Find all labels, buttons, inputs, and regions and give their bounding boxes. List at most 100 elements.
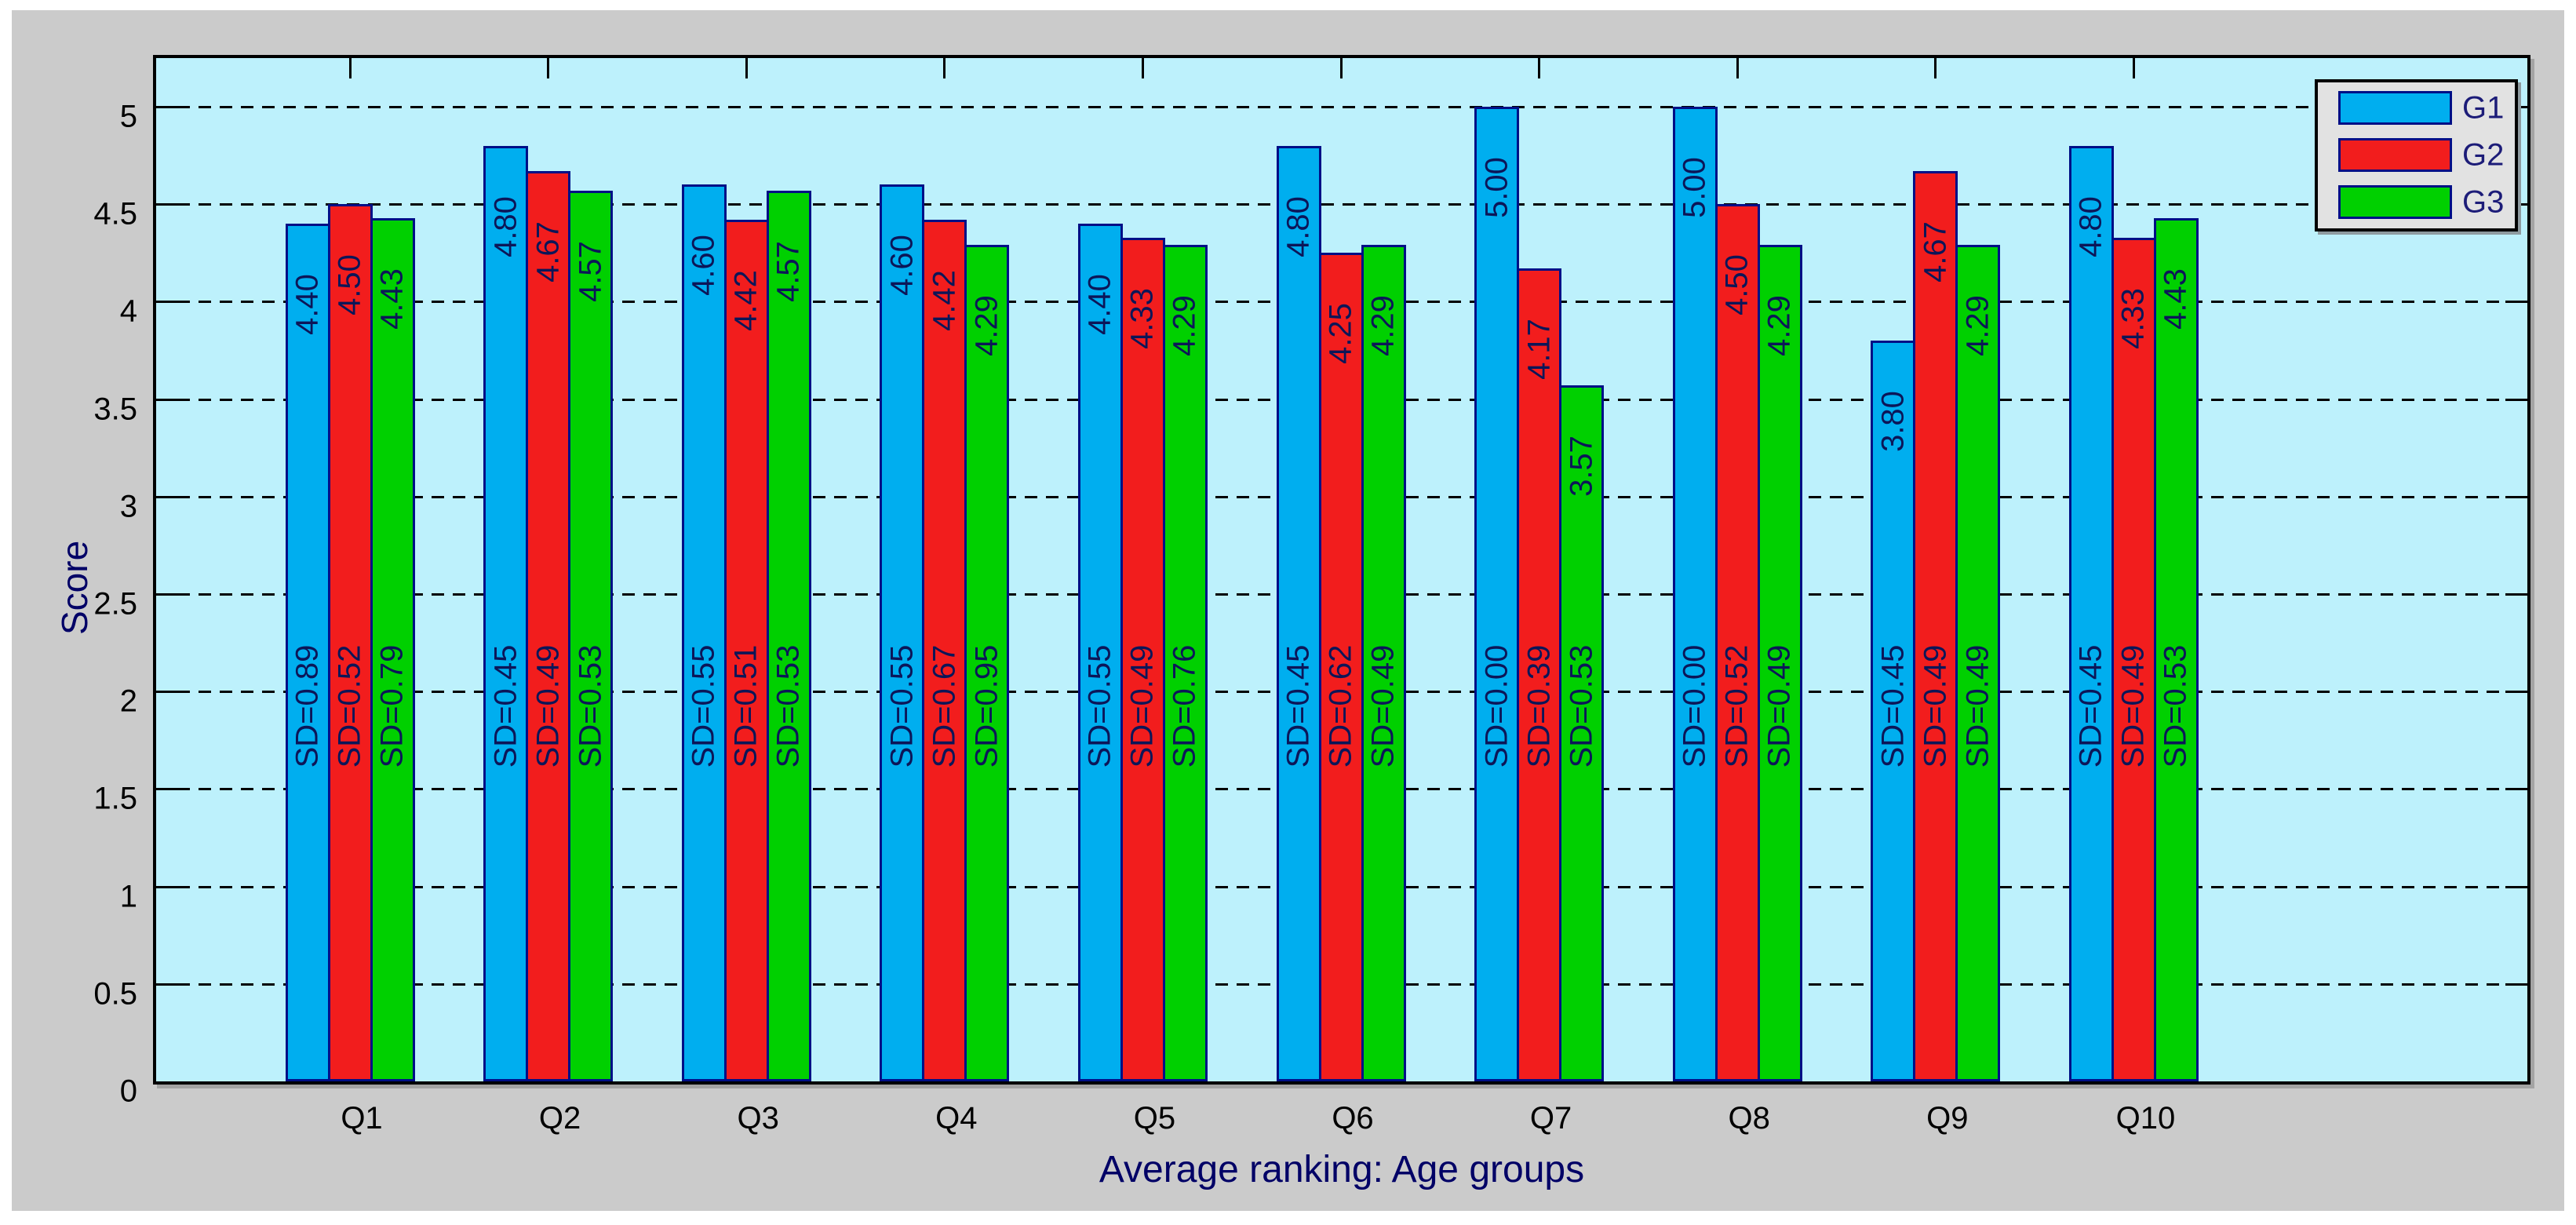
sd-label-g2-q4: SD=0.67 (927, 644, 962, 768)
right-tick-3 (2505, 495, 2527, 498)
x-axis-label: Average ranking: Age groups (1099, 1149, 1585, 1190)
y-tick-label-4.5: 4.5 (93, 196, 137, 232)
sd-label-g1-q7: SD=0.00 (1479, 644, 1514, 768)
bar-g2-q6: 4.25 (1318, 253, 1364, 1081)
left-tick-1 (156, 885, 178, 888)
bar-g1-q6: 4.80 (1276, 146, 1321, 1081)
y-axis-label: Score (54, 540, 95, 635)
bar-g2-q7: 4.17 (1517, 268, 1562, 1081)
sd-label-g1-q5: SD=0.55 (1082, 644, 1117, 768)
bar-value-label: 4.43 (374, 268, 410, 330)
bar-value-label: 4.60 (686, 235, 721, 296)
legend-label-g3: G3 (2462, 184, 2505, 219)
bar-value-label: 3.80 (1875, 391, 1911, 452)
x-tick-label-Q3: Q3 (737, 1101, 779, 1136)
legend-row-g1: G1 (2318, 90, 2515, 125)
sd-label-g3-q5: SD=0.76 (1167, 644, 1202, 768)
legend-swatch-g1 (2338, 91, 2452, 125)
y-tick-label-1: 1 (119, 879, 137, 914)
bar-value-label: 4.80 (1281, 196, 1316, 257)
bar-value-label: 4.29 (969, 295, 1004, 356)
bar-g3-q7: 3.57 (1559, 385, 1605, 1081)
bar-g1-q10: 4.80 (2068, 146, 2114, 1081)
y-tick-label-2: 2 (119, 684, 137, 719)
bar-g3-q9: 4.29 (1955, 245, 2001, 1081)
bar-value-label: 5.00 (1479, 157, 1514, 218)
bar-value-label: 4.17 (1521, 319, 1557, 380)
right-tick-1 (2505, 885, 2527, 888)
top-tick-Q6 (1339, 58, 1343, 78)
bar-value-label: 4.29 (1365, 295, 1401, 356)
sd-label-g3-q10: SD=0.53 (2158, 644, 2193, 768)
right-tick-1.5 (2505, 788, 2527, 791)
bar-g3-q1: 4.43 (370, 218, 415, 1081)
x-tick-label-Q2: Q2 (538, 1101, 581, 1136)
sd-label-g3-q4: SD=0.95 (969, 644, 1004, 768)
sd-label-g1-q2: SD=0.45 (488, 644, 523, 768)
sd-label-g3-q6: SD=0.49 (1365, 644, 1401, 768)
sd-label-g1-q10: SD=0.45 (2073, 644, 2108, 768)
bar-g1-q3: 4.60 (681, 184, 727, 1081)
legend-label-g2: G2 (2462, 137, 2505, 172)
bar-g2-q2: 4.67 (526, 171, 571, 1081)
bar-value-label: 4.29 (1762, 295, 1797, 356)
bar-g2-q10: 4.33 (2111, 238, 2156, 1081)
bar-value-label: 4.67 (530, 221, 566, 283)
bar-value-label: 4.80 (2073, 196, 2108, 257)
y-tick-label-0: 0 (119, 1074, 137, 1109)
bar-value-label: 4.42 (728, 270, 763, 331)
top-tick-Q2 (547, 58, 550, 78)
y-tick-label-0.5: 0.5 (93, 976, 137, 1012)
bar-value-label: 4.50 (332, 254, 367, 315)
bar-g3-q10: 4.43 (2153, 218, 2199, 1081)
bar-g2-q5: 4.33 (1120, 238, 1165, 1081)
sd-label-g2-q6: SD=0.62 (1323, 644, 1358, 768)
bar-value-label: 4.33 (1124, 288, 1160, 349)
figure: 4.40 4.50 4.43 4.80 4.67 4.57 4.60 4.42 4.57 4.60… (12, 10, 2564, 1211)
bar-value-label: 4.57 (771, 241, 806, 302)
right-tick-2.5 (2505, 593, 2527, 596)
bar-value-label: 4.33 (2115, 288, 2151, 349)
sd-label-g2-q1: SD=0.52 (332, 644, 367, 768)
bar-g3-q4: 4.29 (964, 245, 1010, 1081)
left-tick-0.5 (156, 983, 178, 986)
y-tick-label-1.5: 1.5 (93, 781, 137, 816)
top-tick-Q10 (2132, 58, 2135, 78)
sd-label-g3-q2: SD=0.53 (573, 644, 608, 768)
top-tick-Q4 (943, 58, 946, 78)
sd-label-g1-q8: SD=0.00 (1677, 644, 1712, 768)
bar-g1-q8: 5.00 (1672, 107, 1718, 1081)
bar-g3-q2: 4.57 (568, 191, 614, 1081)
left-tick-2 (156, 691, 178, 694)
y-tick-label-3: 3 (119, 489, 137, 524)
bar-g1-q2: 4.80 (483, 146, 529, 1081)
left-tick-4 (156, 301, 178, 304)
right-tick-0.5 (2505, 983, 2527, 986)
legend-row-g3: G3 (2318, 184, 2515, 219)
bar-value-label: 4.60 (884, 235, 920, 296)
bar-value-label: 3.57 (1564, 436, 1599, 497)
bar-value-label: 4.50 (1719, 254, 1754, 315)
bar-g2-q9: 4.67 (1913, 171, 1958, 1081)
top-tick-Q8 (1736, 58, 1739, 78)
y-tick-label-3.5: 3.5 (93, 392, 137, 427)
legend: G1 G2 G3 (2315, 79, 2518, 232)
x-tick-label-Q6: Q6 (1332, 1101, 1374, 1136)
sd-label-g2-q3: SD=0.51 (728, 644, 763, 768)
sd-label-g2-q5: SD=0.49 (1124, 644, 1160, 768)
legend-row-g2: G2 (2318, 137, 2515, 172)
bar-g1-q9: 3.80 (1871, 341, 1916, 1081)
bar-value-label: 4.25 (1323, 303, 1358, 364)
bar-value-label: 4.29 (1960, 295, 1995, 356)
legend-swatch-g3 (2338, 185, 2452, 219)
left-tick-1.5 (156, 788, 178, 791)
top-tick-Q9 (1934, 58, 1937, 78)
sd-label-g1-q9: SD=0.45 (1875, 644, 1911, 768)
top-tick-Q7 (1538, 58, 1541, 78)
x-tick-label-Q1: Q1 (341, 1101, 383, 1136)
x-tick-label-Q4: Q4 (935, 1101, 978, 1136)
plot-area: 4.40 4.50 4.43 4.80 4.67 4.57 4.60 4.42 4.57 4.60… (153, 55, 2530, 1085)
left-tick-3.5 (156, 398, 178, 401)
left-tick-2.5 (156, 593, 178, 596)
